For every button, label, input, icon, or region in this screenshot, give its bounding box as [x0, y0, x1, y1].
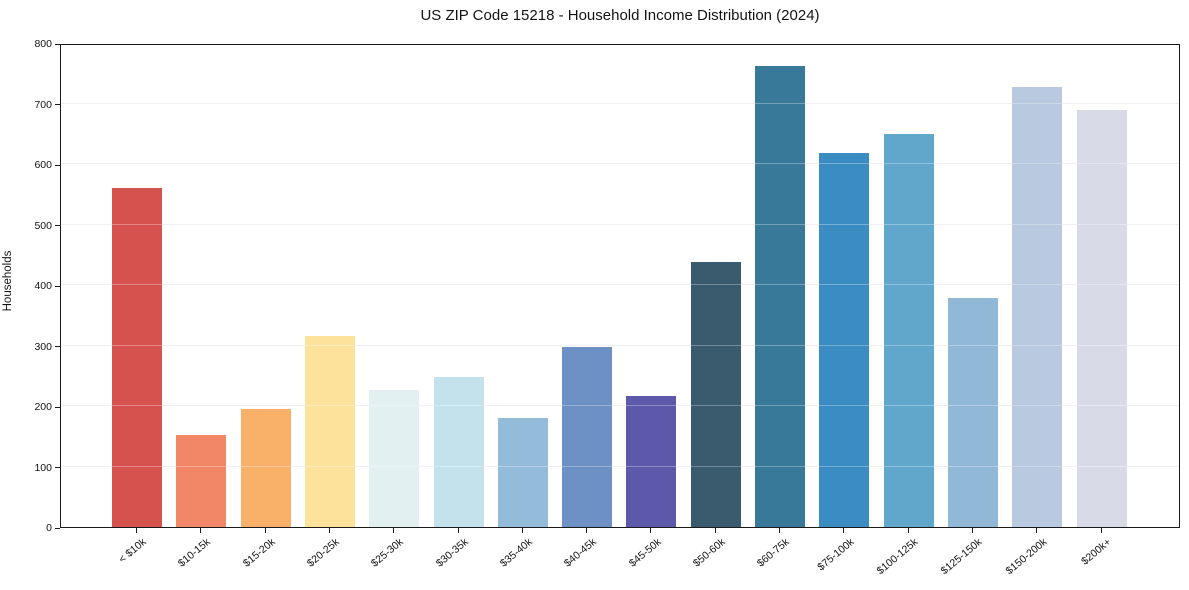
gridline: [61, 284, 1179, 285]
y-tick-label: 100: [34, 461, 52, 474]
x-tick: [521, 528, 523, 533]
gridline-overlay: [61, 284, 1179, 285]
y-tick-label: 800: [34, 38, 52, 50]
bar-75-100k: [819, 153, 870, 527]
bar-35-40k: [497, 418, 548, 527]
bar-50-60k: [690, 262, 741, 527]
x-tick-label: $60-75k: [755, 536, 792, 570]
x-tick: [586, 528, 588, 533]
y-tick: [55, 467, 60, 468]
x-tick-label: $50-60k: [690, 536, 728, 570]
bar-10k: [112, 188, 162, 527]
gridline-overlay: [61, 344, 1179, 346]
y-tick-label: 500: [34, 219, 52, 232]
bar-40-45k: [562, 346, 613, 527]
x-tick-label: $10-15k: [176, 536, 214, 570]
x-tick-label: $200k+: [1079, 536, 1114, 568]
gridline: [61, 405, 1179, 406]
x-tick: [714, 528, 716, 533]
x-tick: [907, 528, 909, 533]
y-tick: [55, 43, 60, 45]
y-tick-label: 0: [46, 522, 52, 534]
gridline-overlay: [61, 223, 1179, 225]
x-tick: [1100, 528, 1102, 533]
x-tick-label: $20-25k: [304, 536, 342, 570]
x-tick: [972, 528, 974, 533]
y-tick: [55, 527, 60, 529]
x-tick-label: $30-35k: [433, 536, 471, 570]
y-tick-label: 400: [34, 280, 52, 292]
x-tick-label: $75-100k: [814, 536, 857, 574]
gridline-overlay: [61, 163, 1179, 164]
bar-125-150k: [948, 298, 999, 527]
bar-15-20k: [240, 409, 291, 527]
gridline: [61, 102, 1179, 104]
gridline-overlay: [61, 102, 1179, 104]
bar-20-25k: [304, 336, 355, 527]
gridline: [61, 163, 1179, 164]
bar-25-30k: [369, 390, 420, 527]
plot-area: [60, 44, 1180, 528]
y-tick: [55, 285, 60, 287]
x-tick-label: $40-45k: [562, 536, 599, 570]
x-tick-label: $35-40k: [497, 536, 535, 570]
y-tick-label: 300: [34, 340, 52, 353]
bar-100-125k: [883, 133, 934, 527]
x-tick: [200, 528, 202, 533]
x-tick: [136, 528, 137, 533]
x-tick-label: $15-20k: [240, 536, 278, 570]
x-tick-label: $25-30k: [369, 536, 406, 570]
x-tick-label: $125-150k: [939, 536, 985, 578]
y-tick: [55, 406, 60, 408]
bar-30-35k: [433, 376, 484, 527]
x-tick-label: < $10k: [116, 536, 149, 566]
x-tick: [457, 528, 459, 533]
x-tick: [843, 528, 845, 533]
x-tick: [393, 528, 395, 533]
bar-200k: [1076, 109, 1127, 527]
y-tick: [55, 225, 60, 226]
x-tick: [328, 528, 330, 533]
gridline: [61, 223, 1179, 225]
y-tick: [55, 346, 60, 347]
x-tick-label: $100-125k: [874, 536, 921, 578]
x-tick-label: $150-200k: [1003, 536, 1050, 578]
x-tick: [650, 528, 652, 533]
bar-60-75k: [755, 66, 806, 527]
gridline: [61, 465, 1179, 467]
y-tick-label: 200: [34, 401, 52, 413]
x-tick-label: $45-50k: [626, 536, 664, 570]
gridline-overlay: [61, 405, 1179, 406]
gridline-overlay: [61, 465, 1179, 467]
y-tick-label: 600: [34, 159, 52, 171]
chart-title: US ZIP Code 15218 - Household Income Dis…: [420, 7, 820, 24]
x-tick: [264, 528, 266, 533]
y-tick: [55, 104, 60, 105]
x-tick: [779, 528, 781, 533]
bar-150-200k: [1012, 87, 1063, 527]
gridline: [61, 344, 1179, 346]
y-tick-label: 700: [34, 98, 52, 111]
bar-10-15k: [176, 435, 227, 527]
bar-45-50k: [626, 396, 677, 527]
y-tick: [55, 164, 60, 166]
x-tick: [1036, 528, 1038, 533]
